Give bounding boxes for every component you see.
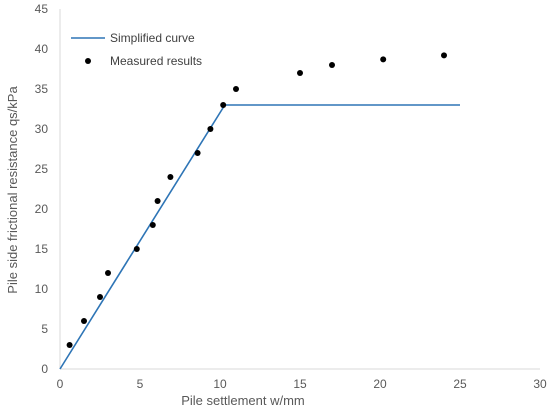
measured-point [233,86,239,92]
measured-point [105,270,111,276]
y-tick-label: 35 [35,82,49,96]
measured-point [149,222,156,228]
axes [59,9,540,370]
x-tick-label: 20 [373,377,387,391]
plot-series [59,52,460,370]
measured-point [207,126,214,132]
x-tick-label: 0 [57,377,64,391]
x-tick-label: 15 [293,377,307,391]
x-tick-label: 5 [137,377,144,391]
x-tick-label: 25 [453,377,467,391]
y-tick-label: 25 [35,162,49,176]
measured-point [66,342,73,348]
simplified-curve-line [59,104,460,370]
y-tick-label: 10 [35,282,49,296]
measured-point [220,102,227,108]
y-tick-label: 0 [41,362,48,376]
measured-point [97,294,103,300]
x-axis-title: Pile settlement w/mm [181,393,305,408]
legend: Simplified curve Measured results [71,31,202,68]
x-tick-label: 30 [533,377,547,391]
y-tick-label: 20 [35,202,49,216]
legend-label-simplified-curve: Simplified curve [110,31,195,45]
measured-point [194,150,201,156]
measured-point [133,246,140,252]
y-tick-label: 5 [41,322,48,336]
measured-point [297,70,303,76]
x-tick-labels: 0 5 10 15 20 25 30 [57,377,547,391]
measured-point [154,198,161,204]
x-tick-label: 10 [213,377,227,391]
y-tick-label: 30 [35,122,49,136]
y-axis-title: Pile side frictional resistance qs/kPa [5,86,20,294]
measured-point [81,318,87,324]
measured-point [380,56,387,63]
measured-point [329,62,335,68]
legend-dot-swatch [85,58,91,64]
y-tick-labels: 0 5 10 15 20 25 30 35 40 45 [35,2,49,376]
measured-point [441,52,447,59]
y-tick-label: 40 [35,42,49,56]
measured-point [167,174,174,180]
legend-label-measured-results: Measured results [110,54,202,68]
y-tick-label: 45 [35,2,49,16]
y-tick-label: 15 [35,242,49,256]
